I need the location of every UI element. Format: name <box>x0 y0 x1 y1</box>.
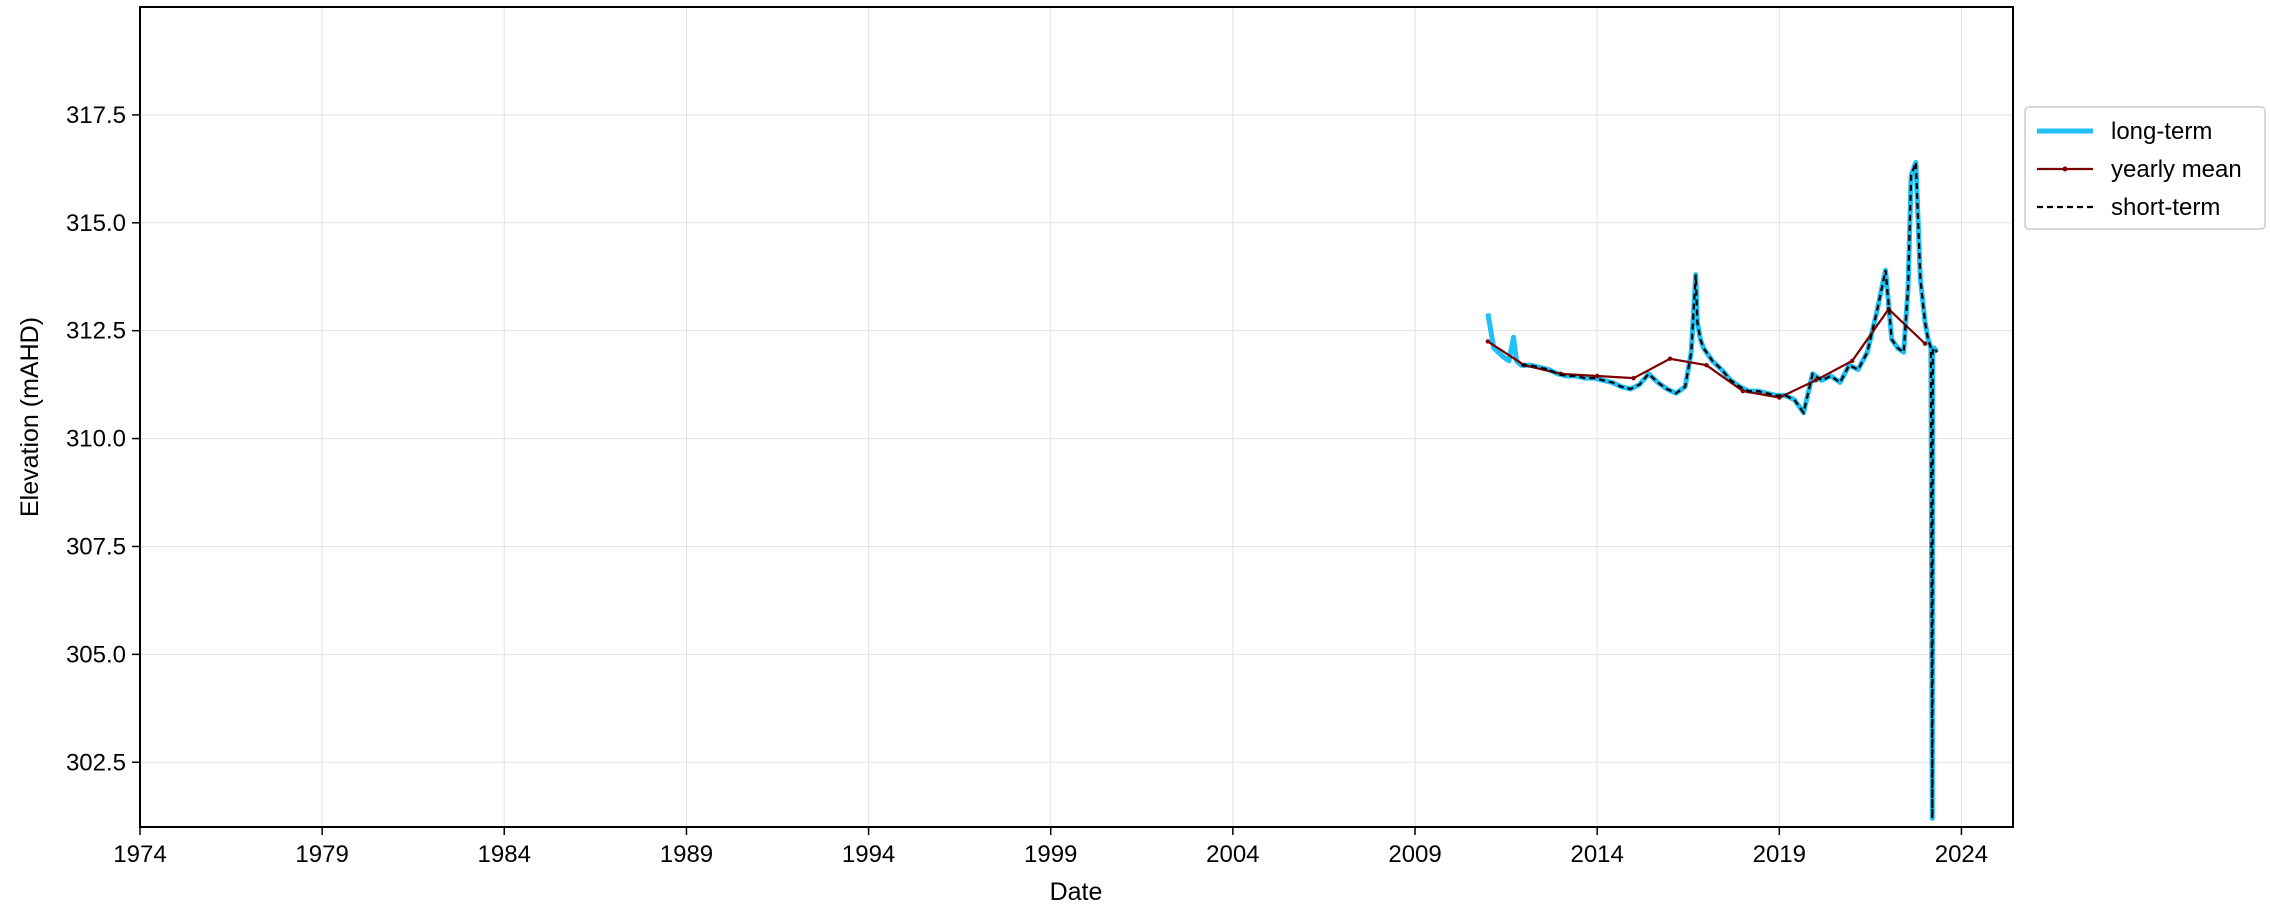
x-tick-label: 2019 <box>1753 841 1806 868</box>
yearly-mean-point <box>1594 373 1600 379</box>
yearly-mean-point <box>1667 356 1673 361</box>
x-tick-label: 1974 <box>113 841 166 868</box>
yearly-mean-point <box>1850 358 1855 364</box>
yearly-mean-point <box>1631 375 1636 381</box>
y-tick-label: 305.0 <box>66 641 126 668</box>
legend: long-term yearly mean short-term <box>2024 106 2266 230</box>
legend-label: yearly mean <box>2111 156 2242 183</box>
y-tick-label: 315.0 <box>66 210 126 237</box>
legend-box <box>2024 106 2266 230</box>
x-tick-label: 2014 <box>1570 841 1623 868</box>
yearly-mean-point <box>1813 378 1818 383</box>
grid <box>139 7 2013 827</box>
legend-label: short-term <box>2111 194 2220 221</box>
x-tick-label: 1994 <box>842 841 895 868</box>
x-tick-label: 1989 <box>660 841 713 868</box>
x-tick-label: 2009 <box>1388 841 1441 868</box>
plot-frame <box>139 6 2014 828</box>
yearly-mean-point <box>1485 339 1491 344</box>
y-axis: 302.5 305.0 307.5 310.0 312.5 315.0 317.5 <box>66 102 140 776</box>
series-layer <box>1485 159 1940 821</box>
yearly-mean-point <box>1922 341 1928 346</box>
legend-label: long-term <box>2111 118 2212 145</box>
y-tick-label: 317.5 <box>66 102 126 129</box>
x-tick-label: 2004 <box>1206 841 1259 868</box>
x-axis: 1974 1979 1984 1989 1994 1999 2004 2009 2014 2019… <box>113 827 1988 868</box>
y-axis-label: Elevation (mAHD) <box>16 317 44 517</box>
y-tick-label: 312.5 <box>66 318 126 345</box>
legend-marker <box>2062 166 2068 172</box>
x-tick-label: 1979 <box>295 841 348 868</box>
yearly-mean-point <box>1740 388 1746 394</box>
y-tick-label: 310.0 <box>66 426 126 453</box>
y-tick-label: 307.5 <box>66 533 126 560</box>
x-tick-label: 1984 <box>478 841 531 868</box>
yearly-mean-point <box>1704 363 1709 368</box>
y-tick-label: 302.5 <box>66 749 126 776</box>
x-axis-label: Date <box>1050 878 1103 906</box>
x-tick-label: 2024 <box>1935 841 1988 868</box>
x-tick-label: 1999 <box>1024 841 1077 868</box>
